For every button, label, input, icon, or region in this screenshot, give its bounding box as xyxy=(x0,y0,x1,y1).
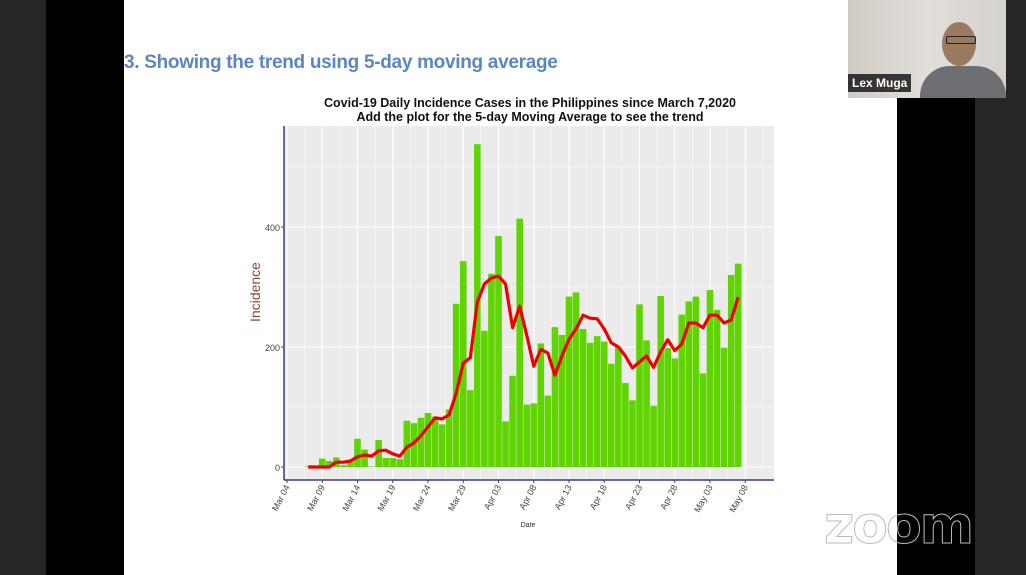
x-tick-label: Apr 13 xyxy=(552,483,573,511)
x-tick-label: Mar 29 xyxy=(446,483,468,512)
bar xyxy=(544,395,552,467)
bar xyxy=(678,314,686,467)
chart-title: Covid-19 Daily Incidence Cases in the Ph… xyxy=(324,96,736,110)
bar xyxy=(657,296,664,467)
chart-subtitle: Add the plot for the 5-day Moving Averag… xyxy=(356,110,703,124)
bar xyxy=(636,304,643,467)
bar xyxy=(558,335,566,467)
participant-video-tile[interactable]: Lex Muga xyxy=(848,0,1006,98)
participant-glasses xyxy=(946,36,976,44)
bar xyxy=(608,363,615,467)
bar xyxy=(410,423,418,467)
x-tick-labels: Mar 04 Mar 09 Mar 14 Mar 19 Mar 24 Mar 29 Apr … xyxy=(270,480,750,514)
bar xyxy=(396,459,404,467)
bar xyxy=(445,409,453,467)
bar xyxy=(643,340,650,467)
bar xyxy=(622,383,629,467)
x-tick-label: Apr 03 xyxy=(482,483,503,511)
bar xyxy=(629,400,636,467)
x-tick-label: Mar 09 xyxy=(305,483,327,512)
slide-title: 3. Showing the trend using 5-day moving … xyxy=(124,52,558,73)
bar xyxy=(713,309,721,467)
y-tick-label: 0 xyxy=(275,463,280,473)
zoom-watermark-logo: zoom xyxy=(824,496,975,557)
bar xyxy=(354,438,361,467)
bar xyxy=(572,292,580,467)
x-tick-label: Mar 19 xyxy=(376,483,398,512)
x-tick-label: Mar 24 xyxy=(411,483,433,512)
bar xyxy=(734,263,742,467)
moving-average-line xyxy=(308,274,740,469)
x-tick-label: Apr 23 xyxy=(623,483,644,511)
left-margin xyxy=(0,0,46,575)
bar xyxy=(417,417,425,467)
bar xyxy=(403,420,411,467)
bar xyxy=(340,465,347,467)
bar xyxy=(579,329,587,467)
bar xyxy=(382,458,389,467)
bar xyxy=(671,358,679,467)
y-axis-label: Incidence xyxy=(247,262,263,322)
x-axis-label: Date xyxy=(521,522,536,529)
participant-name: Lex Muga xyxy=(848,74,912,92)
y-tick-labels: 0 200 400 xyxy=(265,223,284,473)
bar xyxy=(586,342,594,467)
x-tick-label: Mar 14 xyxy=(340,483,362,512)
bar xyxy=(615,347,622,467)
x-tick-label: Apr 28 xyxy=(658,483,679,511)
bar xyxy=(347,459,354,467)
bar xyxy=(495,236,502,467)
bar xyxy=(361,449,368,467)
bar xyxy=(318,458,326,467)
x-tick-label: May 08 xyxy=(727,483,750,514)
bar xyxy=(706,290,714,467)
participant-head xyxy=(942,22,976,66)
bar xyxy=(650,405,657,467)
bar xyxy=(551,327,559,467)
bar xyxy=(685,301,693,467)
x-tick-label: May 03 xyxy=(692,483,715,514)
bar xyxy=(438,424,446,467)
y-tick-label: 200 xyxy=(265,343,280,353)
bar xyxy=(467,390,474,467)
bar xyxy=(481,330,488,467)
bar xyxy=(488,273,495,467)
x-tick-label: Apr 08 xyxy=(517,483,538,511)
bar xyxy=(502,421,509,467)
bar xyxy=(523,404,530,467)
x-tick-label: Apr 18 xyxy=(588,483,609,511)
bar xyxy=(452,303,460,467)
bar xyxy=(565,296,573,467)
participant-body xyxy=(920,66,1006,98)
bar xyxy=(537,343,545,467)
bar xyxy=(326,461,333,467)
bar xyxy=(375,440,382,467)
bar xyxy=(720,347,728,467)
bar xyxy=(664,348,671,467)
bar xyxy=(509,375,516,467)
bar xyxy=(389,458,397,467)
bar xyxy=(600,341,608,467)
bar xyxy=(516,218,523,467)
bar xyxy=(368,466,375,467)
bar xyxy=(424,413,432,467)
incidence-chart: Covid-19 Daily Incidence Cases in the Ph… xyxy=(247,96,774,529)
bar xyxy=(692,296,700,467)
bar xyxy=(699,373,707,467)
bar xyxy=(431,416,439,467)
bar xyxy=(593,336,601,467)
bar xyxy=(727,275,735,467)
bar xyxy=(530,403,538,467)
y-tick-label: 400 xyxy=(265,223,280,233)
x-tick-label: Mar 04 xyxy=(270,483,292,512)
